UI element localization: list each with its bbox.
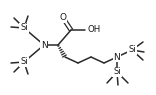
- Text: Si: Si: [113, 68, 121, 76]
- Text: OH: OH: [87, 25, 100, 34]
- Text: N: N: [41, 40, 47, 49]
- Text: Si: Si: [20, 57, 28, 66]
- Text: N: N: [114, 53, 120, 61]
- Text: O: O: [59, 13, 66, 23]
- Text: Si: Si: [20, 23, 28, 32]
- Text: Si: Si: [128, 46, 136, 55]
